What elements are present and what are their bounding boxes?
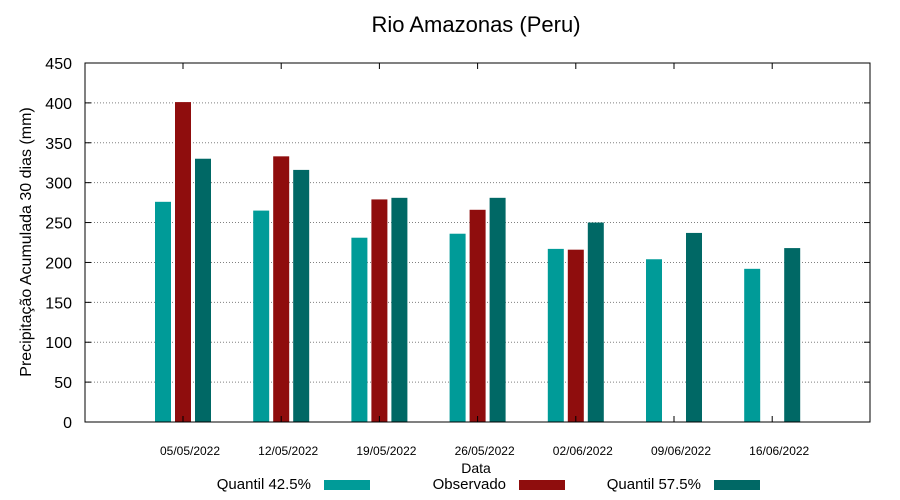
bar-quantil-57-5-2 — [391, 197, 408, 422]
bar-quantil-42-5-4 — [547, 248, 564, 422]
chart-title: Rio Amazonas (Peru) — [371, 12, 580, 37]
bar-quantil-57-5-0 — [195, 158, 211, 422]
x-axis-ticks: 05/05/2022 12/05/2022 19/05/2022 26/05/2022… — [160, 63, 810, 458]
bar-quantil-57-5-6 — [784, 248, 801, 422]
bar-quantil-42-5-2 — [351, 237, 368, 422]
y-axis-ticks: 0 50 100 150 200 250 300 350 400 450 — [45, 56, 870, 432]
x-tick-label: 16/06/2022 — [749, 444, 809, 458]
y-tick-label: 50 — [54, 375, 72, 392]
legend-label: Quantil 42.5% — [217, 476, 311, 493]
x-tick-label: 09/06/2022 — [651, 444, 711, 458]
bar-observado-1 — [273, 156, 290, 422]
y-tick-label: 0 — [63, 415, 72, 432]
bar-observado-0 — [175, 102, 191, 422]
x-tick-label: 12/05/2022 — [258, 444, 318, 458]
bar-quantil-42-5-5 — [646, 259, 662, 422]
y-tick-label: 350 — [45, 136, 72, 153]
legend: Quantil 42.5% Observado Quantil 57.5% — [217, 476, 760, 493]
x-tick-label: 26/05/2022 — [455, 444, 515, 458]
bar-quantil-57-5-3 — [489, 197, 506, 422]
bar-quantil-42-5-1 — [253, 210, 270, 422]
bar-quantil-57-5-1 — [293, 169, 310, 422]
bar-observado-4 — [567, 249, 584, 422]
bar-observado-3 — [469, 209, 486, 422]
y-tick-label: 400 — [45, 96, 72, 113]
bar-quantil-57-5-5 — [686, 232, 702, 422]
bars — [155, 102, 801, 422]
y-tick-label: 150 — [45, 295, 72, 312]
y-tick-label: 300 — [45, 176, 72, 193]
y-tick-label: 100 — [45, 335, 72, 352]
x-tick-label: 05/05/2022 — [160, 444, 220, 458]
bar-observado-2 — [371, 199, 388, 422]
legend-swatch — [324, 480, 370, 490]
x-tick-label: 02/06/2022 — [553, 444, 613, 458]
legend-swatch — [519, 480, 565, 490]
y-tick-label: 200 — [45, 255, 72, 272]
bar-quantil-57-5-4 — [587, 222, 604, 422]
y-axis-label: Precipitação Acumulada 30 dias (mm) — [18, 107, 35, 376]
x-axis-label: Data — [461, 460, 491, 476]
legend-swatch — [714, 480, 760, 490]
legend-label: Observado — [433, 476, 506, 493]
y-tick-label: 250 — [45, 216, 72, 233]
legend-label: Quantil 57.5% — [607, 476, 701, 493]
gridlines — [85, 102, 870, 383]
x-tick-label: 19/05/2022 — [356, 444, 416, 458]
bar-quantil-42-5-3 — [449, 233, 466, 422]
y-tick-label: 450 — [45, 56, 72, 73]
bar-quantil-42-5-6 — [744, 268, 761, 422]
bar-quantil-42-5-0 — [155, 201, 171, 422]
